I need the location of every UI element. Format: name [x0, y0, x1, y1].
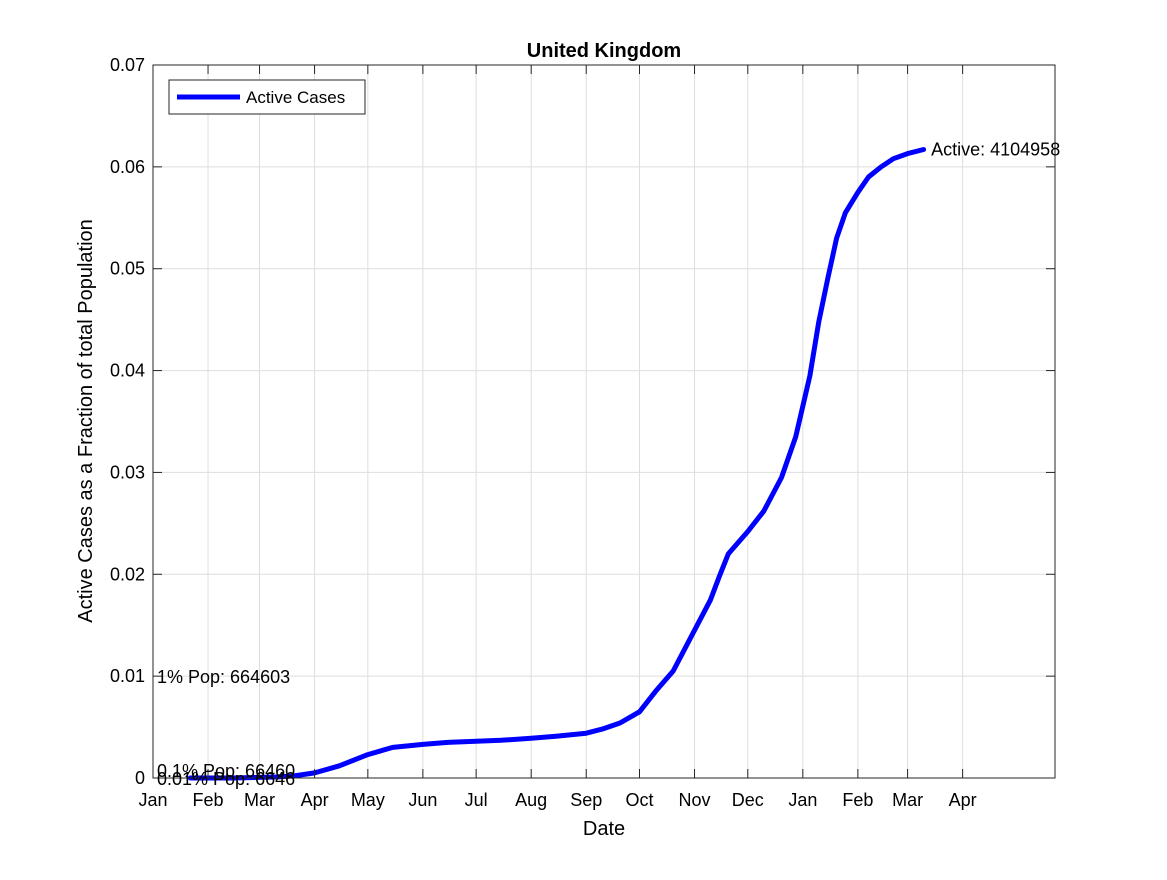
x-tick-label: Apr [949, 790, 977, 810]
y-tick-label: 0.04 [110, 361, 145, 381]
series-layer [187, 147, 927, 781]
x-tick-label: Aug [515, 790, 547, 810]
y-tick-label: 0.05 [110, 259, 145, 279]
legend: Active Cases [168, 79, 366, 115]
y-tick-label: 0.07 [110, 55, 145, 75]
annotation-label: 1% Pop: 664603 [157, 667, 290, 687]
x-tick-label: Jan [788, 790, 817, 810]
legend-label-active-cases: Active Cases [246, 88, 345, 107]
annotation-label: 0.01% Pop: 6646 [157, 769, 295, 789]
x-tick-label: Nov [679, 790, 711, 810]
grid-lines [152, 64, 1055, 779]
y-tick-label: 0.02 [110, 564, 145, 584]
x-tick-label: May [351, 790, 385, 810]
chart-title: United Kingdom [527, 40, 681, 62]
x-tick-label: Apr [301, 790, 329, 810]
series-line-active-cases [187, 147, 927, 781]
y-tick-label: 0.06 [110, 157, 145, 177]
x-tick-label: Feb [193, 790, 224, 810]
y-tick-label: 0 [135, 768, 145, 788]
annotation-label: Active: 4104958 [931, 140, 1060, 160]
x-tick-label: Feb [842, 790, 873, 810]
x-tick-label: Jul [465, 790, 488, 810]
x-tick-label: Mar [244, 790, 275, 810]
annotation-label: 0.1% Pop: 66460 [157, 761, 295, 781]
y-tick-label: 0.03 [110, 462, 145, 482]
y-axis-label: Active Cases as a Fraction of total Popu… [75, 219, 97, 623]
axis-ticks: Jan Feb Mar Apr May Jun Jul Aug Sep Oct Nov Dec Jan F… [110, 55, 1055, 810]
plot-background [153, 65, 1055, 778]
x-tick-label: Oct [625, 790, 653, 810]
x-axis-label: Date [583, 818, 625, 840]
x-tick-label: Sep [570, 790, 602, 810]
x-tick-label: Dec [732, 790, 764, 810]
x-tick-label: Jan [138, 790, 167, 810]
annotations-layer: Active: 4104958 1% Pop: 664603 0.1% Pop: 6… [157, 140, 1060, 789]
plot-frame [152, 64, 1056, 779]
x-tick-label: Jun [408, 790, 437, 810]
x-tick-label: Mar [892, 790, 923, 810]
y-tick-label: 0.01 [110, 666, 145, 686]
